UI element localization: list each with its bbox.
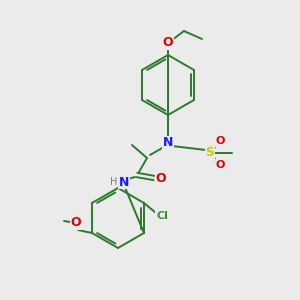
Text: S: S — [206, 146, 214, 160]
Text: N: N — [163, 136, 173, 149]
Text: N: N — [119, 176, 129, 188]
Text: H: H — [110, 177, 118, 187]
Text: O: O — [156, 172, 166, 184]
Text: O: O — [163, 37, 173, 50]
Text: O: O — [215, 136, 225, 146]
Text: O: O — [215, 160, 225, 170]
Text: Cl: Cl — [156, 211, 168, 221]
Text: O: O — [71, 217, 81, 230]
